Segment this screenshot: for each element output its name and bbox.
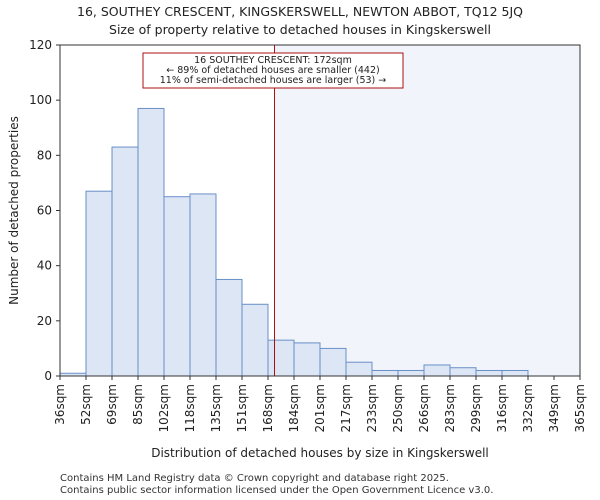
x-tick-label: 283sqm: [443, 384, 457, 432]
x-tick-label: 365sqm: [573, 384, 587, 432]
y-axis-label: Number of detached properties: [7, 116, 21, 305]
annotation-line-3: 11% of semi-detached houses are larger (…: [160, 75, 387, 86]
x-tick-label: 135sqm: [209, 384, 223, 432]
x-tick-label: 36sqm: [53, 384, 67, 425]
y-tick-label: 40: [37, 259, 52, 273]
bar-299sqm: [475, 369, 503, 377]
bar-316sqm: [501, 369, 529, 377]
x-tick-label: 349sqm: [547, 384, 561, 432]
bar-266sqm: [423, 364, 451, 377]
footer-copyright: Contains HM Land Registry data © Crown c…: [60, 473, 449, 484]
bar-201sqm: [319, 347, 347, 377]
x-tick-label: 184sqm: [287, 384, 301, 432]
x-tick-label: 102sqm: [157, 384, 171, 432]
bar-151sqm: [241, 303, 269, 377]
x-tick-label: 52sqm: [79, 384, 93, 425]
bar-135sqm: [215, 278, 243, 377]
x-tick-label: 332sqm: [521, 384, 535, 432]
y-tick-label: 60: [37, 204, 52, 218]
property-annotation: 16 SOUTHEY CRESCENT: 172sqm ← 89% of det…: [142, 52, 404, 89]
bar-69sqm: [111, 146, 139, 377]
y-tick-label: 120: [29, 38, 52, 52]
bar-168sqm: [267, 339, 295, 377]
larger-properties-highlight: [274, 45, 580, 376]
bar-184sqm: [293, 342, 321, 377]
footer-licence: Contains public sector information licen…: [60, 485, 494, 496]
bar-217sqm: [345, 361, 373, 377]
x-tick-label: 316sqm: [495, 384, 509, 432]
bar-233sqm: [371, 369, 399, 377]
annotation-line-2: ← 89% of detached houses are smaller (44…: [166, 65, 379, 76]
x-tick-label: 168sqm: [261, 384, 275, 432]
x-axis-label: Distribution of detached houses by size …: [151, 446, 489, 460]
x-tick-label: 233sqm: [365, 384, 379, 432]
bar-102sqm: [163, 196, 191, 377]
bar-52sqm: [85, 190, 113, 377]
x-tick-label: 250sqm: [391, 384, 405, 432]
bar-283sqm: [449, 367, 477, 377]
x-tick-label: 118sqm: [183, 384, 197, 432]
annotation-box: [142, 52, 404, 89]
x-tick-label: 299sqm: [469, 384, 483, 432]
bar-85sqm: [137, 107, 165, 377]
x-tick-label: 217sqm: [339, 384, 353, 432]
y-tick-label: 100: [29, 93, 52, 107]
annotation-line-1: 16 SOUTHEY CRESCENT: 172sqm: [194, 55, 352, 66]
x-tick-label: 69sqm: [105, 384, 119, 425]
x-tick-label: 201sqm: [313, 384, 327, 432]
chart-title: 16, SOUTHEY CRESCENT, KINGSKERSWELL, NEW…: [77, 4, 523, 19]
x-tick-label: 266sqm: [417, 384, 431, 432]
bar-118sqm: [189, 193, 217, 377]
x-tick-label: 85sqm: [131, 384, 145, 425]
x-tick-label: 151sqm: [235, 384, 249, 432]
y-tick-label: 20: [37, 314, 52, 328]
y-tick-label: 80: [37, 148, 52, 162]
chart-subtitle: Size of property relative to detached ho…: [109, 22, 491, 37]
bar-250sqm: [397, 369, 425, 377]
y-tick-label: 0: [44, 369, 52, 383]
